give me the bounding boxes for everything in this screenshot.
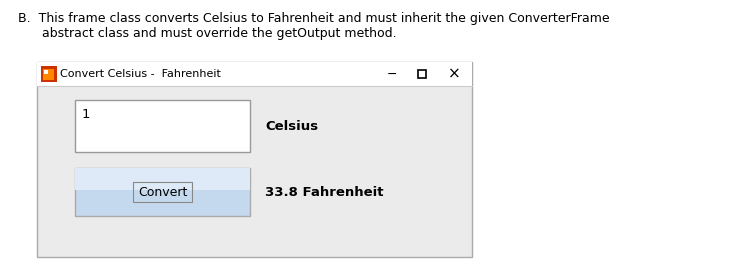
FancyBboxPatch shape (75, 168, 250, 216)
Text: abstract class and must override the getOutput method.: abstract class and must override the get… (18, 27, 397, 40)
Text: Celsius: Celsius (265, 119, 318, 133)
FancyBboxPatch shape (41, 66, 57, 82)
Text: B.  This frame class converts Celsius to Fahrenheit and must inherit the given C: B. This frame class converts Celsius to … (18, 12, 610, 25)
FancyBboxPatch shape (43, 69, 54, 80)
Text: 33.8 Fahrenheit: 33.8 Fahrenheit (265, 186, 384, 199)
Text: Convert Celsius -  Fahrenheit: Convert Celsius - Fahrenheit (60, 69, 221, 79)
Text: −: − (387, 68, 397, 80)
FancyBboxPatch shape (75, 168, 250, 190)
Text: Convert: Convert (138, 186, 187, 199)
FancyBboxPatch shape (37, 62, 472, 257)
FancyBboxPatch shape (75, 100, 250, 152)
FancyBboxPatch shape (44, 70, 48, 74)
FancyBboxPatch shape (37, 62, 472, 86)
Text: 1: 1 (82, 108, 90, 121)
Text: ×: × (448, 66, 461, 82)
